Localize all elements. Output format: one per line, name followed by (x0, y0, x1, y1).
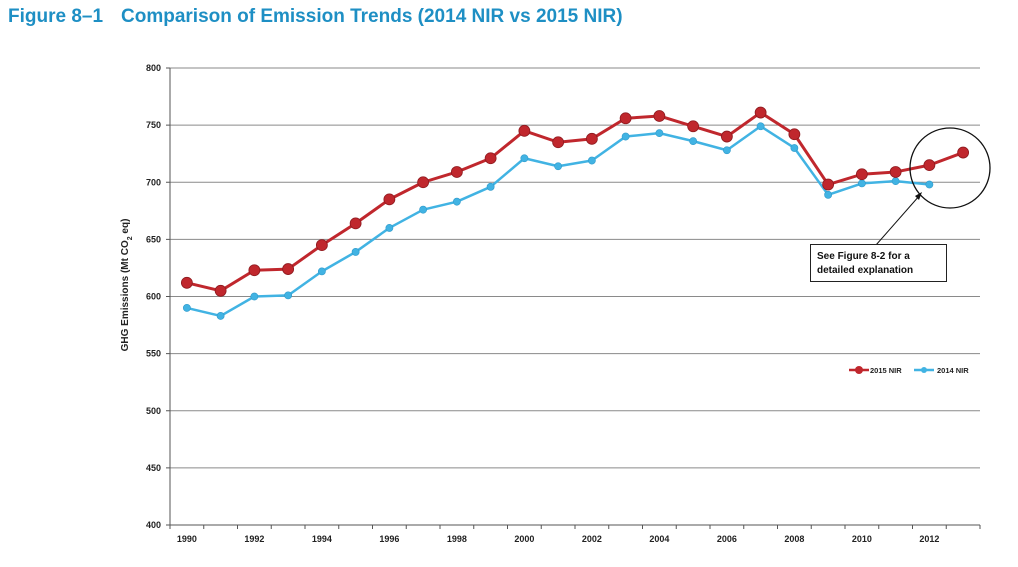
data-point-2015-nir (653, 110, 666, 122)
data-point-2015-nir (585, 132, 598, 145)
x-tick-label: 1990 (177, 534, 197, 544)
data-point-2014-nir (857, 179, 866, 188)
data-point-2015-nir (552, 136, 565, 149)
axes: 400 450 500 550 600 650 700 750 800 1990 1992 1994 1… (146, 63, 981, 544)
x-tick-label: 2004 (649, 534, 669, 544)
highlight-circle (909, 127, 991, 209)
data-point-2014-nir (317, 267, 326, 276)
data-point-2014-nir (722, 146, 731, 155)
data-point-2015-nir (383, 193, 396, 206)
y-tick-label: 700 (146, 177, 161, 187)
x-tick-label: 1996 (379, 534, 399, 544)
data-point-2014-nir (925, 180, 934, 189)
data-point-2014-nir (756, 122, 765, 131)
data-point-2014-nir (689, 137, 698, 146)
callout-line-1: See Figure 8-2 for a (817, 251, 910, 262)
data-point-2014-nir (419, 205, 428, 214)
data-point-2015-nir (923, 159, 936, 172)
annotations (875, 127, 991, 246)
data-point-2015-nir (957, 146, 970, 159)
x-tick-label: 1992 (244, 534, 264, 544)
data-point-2014-nir (790, 144, 799, 152)
y-tick-label: 400 (146, 520, 161, 530)
data-point-2014-nir (351, 248, 360, 256)
data-point-2015-nir (889, 166, 902, 178)
x-tick-label: 2002 (582, 534, 602, 544)
data-point-2014-nir (554, 162, 563, 171)
data-point-2015-nir (315, 239, 328, 251)
data-point-2014-nir (486, 182, 495, 191)
data-point-2015-nir (855, 168, 868, 181)
x-tick-label: 2012 (919, 534, 939, 544)
callout-arrowhead (915, 192, 922, 200)
callout-arrow (875, 194, 921, 246)
data-point-2015-nir (518, 124, 531, 137)
data-point-2014-nir (452, 197, 461, 206)
y-tick-label: 800 (146, 63, 161, 73)
data-point-2015-nir (619, 112, 632, 125)
data-point-2015-nir (214, 284, 227, 297)
legend-marker-2014-nir (921, 367, 927, 373)
x-tick-label: 1994 (312, 534, 332, 544)
data-point-2015-nir (417, 176, 430, 189)
series-lines (180, 106, 970, 320)
data-point-2014-nir (891, 177, 900, 186)
data-point-2014-nir (182, 304, 191, 312)
figure-title: Comparison of Emission Trends (2014 NIR … (121, 6, 623, 27)
y-tick-label: 650 (146, 234, 161, 244)
data-point-2014-nir (621, 132, 630, 141)
data-point-2014-nir (655, 129, 664, 138)
data-point-2014-nir (284, 291, 293, 300)
data-point-2015-nir (687, 120, 700, 133)
data-point-2015-nir (720, 130, 733, 143)
data-point-2015-nir (822, 178, 835, 191)
data-point-2015-nir (282, 263, 295, 275)
x-tick-label: 2008 (784, 534, 804, 544)
y-axis-title: GHG Emissions (Mt CO2 eq) (120, 219, 134, 352)
y-tick-label: 750 (146, 120, 161, 130)
data-point-2014-nir (520, 154, 529, 163)
figure-heading: Figure 8–1 Comparison of Emission Trends … (8, 6, 623, 28)
legend-label-2015-nir: 2015 NIR (870, 366, 902, 375)
data-point-2014-nir (216, 312, 225, 320)
callout-line-2: detailed explanation (817, 265, 914, 276)
y-tick-label: 500 (146, 406, 161, 416)
data-point-2015-nir (180, 276, 193, 289)
data-point-2015-nir (349, 217, 362, 230)
data-point-2015-nir (484, 152, 497, 165)
data-point-2015-nir (788, 128, 801, 141)
x-tick-label: 2000 (514, 534, 534, 544)
data-point-2014-nir (250, 292, 259, 301)
data-point-2014-nir (385, 224, 394, 232)
x-tick-label: 1998 (447, 534, 467, 544)
data-point-2015-nir (754, 106, 767, 119)
explanation-callout: See Figure 8-2 for a detailed explanatio… (810, 244, 947, 282)
data-point-2014-nir (587, 156, 596, 165)
figure-number: Figure 8–1 (8, 6, 104, 27)
x-tick-label: 2010 (852, 534, 872, 544)
y-tick-label: 450 (146, 463, 161, 473)
legend: 2015 NIR 2014 NIR (849, 366, 969, 375)
y-tick-label: 600 (146, 292, 161, 302)
data-point-2015-nir (248, 264, 261, 277)
legend-label-2014-nir: 2014 NIR (937, 366, 969, 375)
x-tick-label: 2006 (717, 534, 737, 544)
data-point-2015-nir (450, 166, 463, 178)
series-line-2014-nir (186, 125, 930, 318)
legend-marker-2015-nir (855, 366, 863, 374)
y-tick-label: 550 (146, 349, 161, 359)
data-point-2014-nir (824, 190, 833, 199)
